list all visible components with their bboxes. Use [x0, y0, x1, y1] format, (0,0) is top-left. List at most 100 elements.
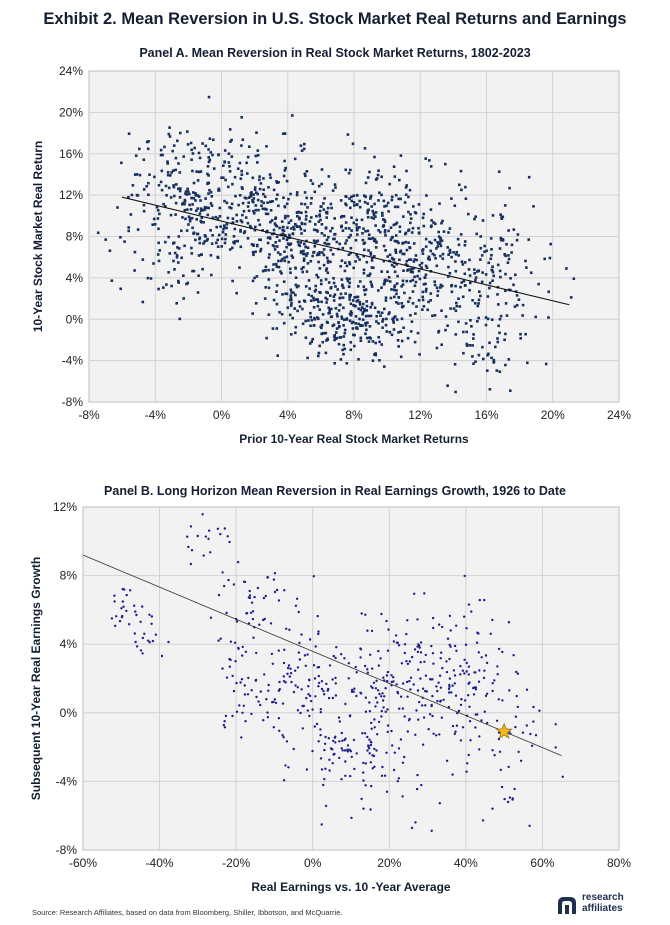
data-point: [251, 312, 254, 315]
data-point: [485, 249, 488, 253]
data-point: [113, 594, 116, 597]
data-point: [417, 668, 420, 671]
data-point: [456, 237, 460, 241]
data-point: [493, 679, 496, 682]
data-point: [427, 728, 430, 731]
data-point: [294, 325, 298, 329]
data-point: [157, 183, 161, 187]
data-point: [263, 269, 267, 272]
data-point: [471, 299, 474, 302]
data-point: [324, 227, 328, 230]
x-tick-label: -4%: [145, 408, 167, 422]
data-point: [447, 275, 450, 278]
data-point: [447, 687, 451, 691]
y-tick-label: 4%: [60, 637, 78, 651]
data-point: [441, 666, 444, 670]
data-point: [384, 234, 387, 237]
data-point: [345, 203, 348, 207]
data-point: [512, 283, 515, 287]
x-tick-label: 0%: [213, 408, 231, 422]
data-point: [488, 286, 491, 290]
data-point: [153, 223, 157, 226]
data-point: [439, 239, 442, 243]
data-point: [516, 672, 520, 675]
data-point: [350, 199, 353, 203]
data-point: [530, 744, 534, 747]
data-point: [366, 215, 370, 219]
data-point: [183, 198, 187, 202]
data-point: [410, 655, 414, 659]
data-point: [257, 700, 260, 703]
data-point: [186, 187, 189, 191]
data-point: [283, 205, 286, 208]
data-point: [451, 773, 454, 776]
data-point: [339, 296, 342, 300]
data-point: [332, 739, 335, 743]
data-point: [509, 277, 512, 280]
data-point: [197, 254, 201, 257]
data-point: [152, 262, 155, 265]
data-point: [299, 250, 303, 253]
data-point: [218, 206, 222, 210]
data-point: [397, 644, 401, 647]
data-point: [432, 662, 435, 665]
data-point: [447, 253, 450, 256]
data-point: [225, 611, 228, 615]
data-point: [343, 347, 346, 351]
data-point: [437, 330, 440, 334]
data-point: [300, 149, 304, 152]
data-point: [334, 285, 337, 288]
data-point: [444, 328, 447, 332]
data-point: [380, 286, 383, 289]
data-point: [121, 614, 124, 618]
data-point: [259, 690, 262, 693]
data-point: [116, 206, 119, 209]
data-point: [352, 690, 355, 693]
data-point: [322, 693, 326, 696]
data-point: [400, 339, 404, 343]
data-point: [490, 356, 493, 360]
data-point: [167, 132, 171, 136]
data-point: [335, 312, 339, 316]
data-point: [379, 657, 382, 660]
data-point: [383, 220, 387, 224]
data-point: [311, 254, 314, 258]
data-point: [390, 333, 394, 337]
data-point: [266, 711, 269, 714]
data-point: [320, 323, 324, 327]
data-point: [376, 701, 379, 704]
data-point: [321, 313, 325, 316]
data-point: [278, 680, 281, 684]
data-point: [369, 743, 373, 747]
data-point: [303, 222, 307, 226]
data-point: [392, 640, 396, 643]
data-point: [341, 229, 345, 232]
data-point: [199, 207, 203, 210]
data-point: [233, 175, 237, 179]
data-point: [474, 215, 477, 218]
data-point: [398, 178, 401, 182]
data-point: [468, 720, 472, 723]
highlight-star-icon: [495, 722, 513, 739]
data-point: [191, 169, 194, 173]
data-point: [228, 128, 232, 131]
data-point: [506, 261, 510, 264]
data-point: [464, 643, 468, 646]
data-point: [394, 193, 398, 197]
data-point: [277, 265, 281, 269]
data-point: [179, 187, 182, 190]
data-point: [529, 732, 532, 736]
data-point: [332, 295, 336, 298]
data-point: [501, 650, 504, 654]
data-point: [263, 617, 266, 621]
data-point: [390, 263, 394, 267]
data-point: [475, 232, 478, 236]
data-point: [209, 254, 213, 257]
data-point: [298, 658, 301, 661]
data-point: [374, 696, 378, 699]
data-point: [255, 243, 259, 247]
data-point: [333, 293, 337, 296]
data-point: [461, 295, 465, 299]
data-point: [160, 654, 164, 658]
data-point: [429, 299, 432, 302]
